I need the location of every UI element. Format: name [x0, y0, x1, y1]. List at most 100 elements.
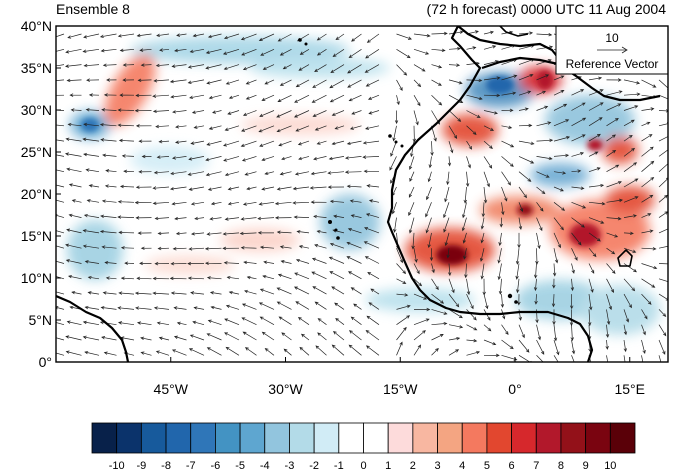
wind-arrow: [413, 278, 423, 287]
wind-arrow: [364, 256, 380, 264]
wind-arrow: [170, 261, 187, 266]
wind-arrow: [227, 201, 240, 206]
wind-arrow: [429, 248, 434, 262]
wind-arrow: [431, 94, 443, 106]
colorbar-label: 10: [604, 460, 616, 471]
wind-arrow: [101, 336, 117, 341]
wind-arrow: [408, 217, 415, 234]
wind-arrow: [84, 350, 100, 356]
wind-arrow: [228, 94, 240, 100]
wind-arrow: [327, 185, 345, 189]
wind-arrow: [84, 260, 100, 264]
wind-arrow: [241, 125, 257, 132]
wind-arrow: [56, 230, 65, 234]
wind-arrow: [463, 248, 467, 260]
wind-arrow: [535, 248, 539, 265]
wind-arrow: [223, 64, 240, 71]
wind-arrow: [175, 231, 187, 236]
wind-arrow: [65, 350, 82, 356]
wind-arrow: [279, 245, 292, 249]
wind-arrow: [483, 45, 497, 50]
wind-arrow: [365, 345, 380, 356]
wind-arrow: [312, 286, 327, 295]
wind-arrow: [156, 321, 170, 326]
wind-arrow: [501, 186, 508, 202]
colorbar-label: -3: [285, 460, 295, 471]
wind-arrow: [465, 171, 470, 187]
wind-arrow: [100, 214, 117, 218]
wind-arrow: [466, 140, 473, 150]
wind-arrow: [82, 137, 100, 142]
wind-arrow: [571, 117, 587, 127]
wind-arrow: [536, 186, 546, 195]
wind-arrow: [533, 278, 538, 292]
wind-arrow: [56, 276, 65, 280]
wind-arrow: [623, 339, 627, 353]
wind-arrow: [278, 140, 292, 147]
wind-arrow: [70, 108, 82, 112]
ensemble-title: Ensemble 8: [56, 1, 130, 17]
colorbar-swatch: [116, 422, 142, 454]
wind-arrow: [276, 287, 292, 295]
wind-arrow: [309, 186, 327, 190]
wind-arrow: [246, 275, 257, 280]
wind-arrow: [606, 247, 616, 255]
wind-arrow: [66, 78, 82, 83]
wind-arrow: [153, 79, 170, 83]
wind-arrow: [606, 149, 617, 157]
wind-arrow: [141, 154, 152, 159]
wind-arrow: [364, 64, 380, 73]
wind-arrow: [501, 108, 514, 113]
wind-arrow: [210, 201, 222, 206]
wind-arrow: [117, 123, 135, 127]
wind-arrow: [413, 344, 422, 356]
wind-arrow: [187, 79, 205, 84]
wind-arrow: [466, 125, 477, 135]
wind-arrow: [606, 216, 622, 221]
wind-arrow: [658, 263, 668, 265]
wind-arrow: [483, 93, 501, 98]
wind-arrow: [292, 186, 310, 191]
wind-arrow: [501, 74, 518, 81]
wind-arrow: [370, 288, 380, 295]
wind-arrow: [571, 152, 585, 157]
colorbar-swatch: [486, 422, 512, 454]
wind-arrow: [310, 171, 327, 176]
wind-arrow: [363, 241, 380, 249]
wind-arrow: [224, 318, 240, 326]
wind-arrow: [448, 140, 454, 154]
wind-arrow: [571, 169, 582, 173]
wind-arrow: [641, 107, 655, 111]
wind-arrow: [623, 247, 637, 253]
wind-arrow: [188, 247, 205, 251]
wind-arrow: [85, 168, 100, 173]
wind-arrow: [623, 119, 635, 127]
wind-arrow: [328, 256, 345, 264]
wind-arrow: [117, 200, 135, 204]
wind-arrow: [536, 232, 541, 250]
wind-arrow: [443, 217, 450, 233]
wind-arrow: [391, 202, 397, 215]
wind-arrow: [329, 94, 345, 103]
wind-arrow: [262, 64, 275, 70]
wind-arrow: [396, 95, 400, 106]
wind-arrow: [515, 248, 520, 265]
wind-arrow: [588, 294, 593, 311]
wind-arrow: [425, 202, 432, 218]
colorbar-label: 4: [459, 460, 465, 471]
wind-arrow: [312, 79, 327, 88]
lat-tick-label: 10°N: [21, 270, 52, 286]
wind-arrow: [297, 140, 310, 146]
wind-arrow: [641, 160, 655, 172]
wind-arrow: [120, 276, 135, 280]
colorbar-label: -4: [260, 460, 270, 471]
wind-arrow: [313, 156, 327, 161]
colorbar-swatch: [140, 422, 167, 454]
wind-arrow: [466, 156, 471, 169]
wind-arrow: [137, 78, 152, 83]
wind-arrow: [553, 136, 571, 142]
wind-arrow: [140, 63, 152, 67]
wind-arrow: [515, 263, 520, 280]
wind-arrow: [169, 276, 187, 281]
wind-arrow: [188, 348, 205, 356]
